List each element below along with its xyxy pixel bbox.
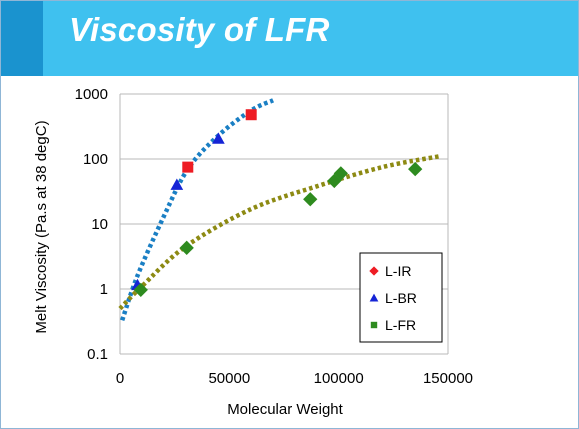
y-tick-label: 100 — [83, 151, 108, 168]
x-tick-label: 0 — [116, 370, 124, 387]
tick-layer: 0.1 1 10 100 1000 0 50000 100000 150000 — [75, 86, 473, 387]
legend-label-l-br: L-BR — [385, 290, 417, 306]
legend: L-IR L-BR L-FR — [359, 252, 443, 343]
data-point-l-fr — [303, 192, 318, 207]
data-point-l-fr — [133, 282, 148, 298]
data-point-l-br — [170, 178, 184, 190]
legend-marker-l-ir — [369, 266, 379, 276]
y-tick-label: 10 — [91, 216, 108, 233]
header-accent — [1, 1, 43, 76]
data-point-l-fr — [179, 240, 194, 255]
x-axis-title: Molecular Weight — [227, 401, 343, 418]
data-point-l-fr — [408, 161, 423, 177]
legend-marker-l-fr — [370, 321, 378, 329]
x-tick-label: 150000 — [423, 370, 473, 387]
marker-layer — [131, 109, 423, 298]
y-axis-title: Melt Viscosity (Pa.s at 38 degC) — [33, 120, 50, 333]
x-tick-label: 50000 — [208, 370, 250, 387]
y-tick-label: 1000 — [75, 86, 108, 103]
data-point-l-fr — [327, 173, 342, 189]
legend-marker-l-br — [369, 293, 379, 302]
header-bar: Viscosity of LFR — [1, 1, 578, 76]
legend-label-l-fr: L-FR — [385, 317, 416, 333]
axis-layer — [119, 94, 449, 354]
slide-title: Viscosity of LFR — [69, 11, 330, 48]
data-point-l-ir — [245, 109, 257, 121]
legend-label-l-ir: L-IR — [385, 263, 411, 279]
data-point-l-fr — [333, 166, 349, 181]
data-point-l-br — [212, 132, 225, 144]
y-tick-label: 0.1 — [87, 346, 108, 363]
x-tick-label: 100000 — [314, 370, 364, 387]
y-tick-label: 1 — [100, 281, 108, 298]
data-point-l-ir — [182, 161, 194, 173]
